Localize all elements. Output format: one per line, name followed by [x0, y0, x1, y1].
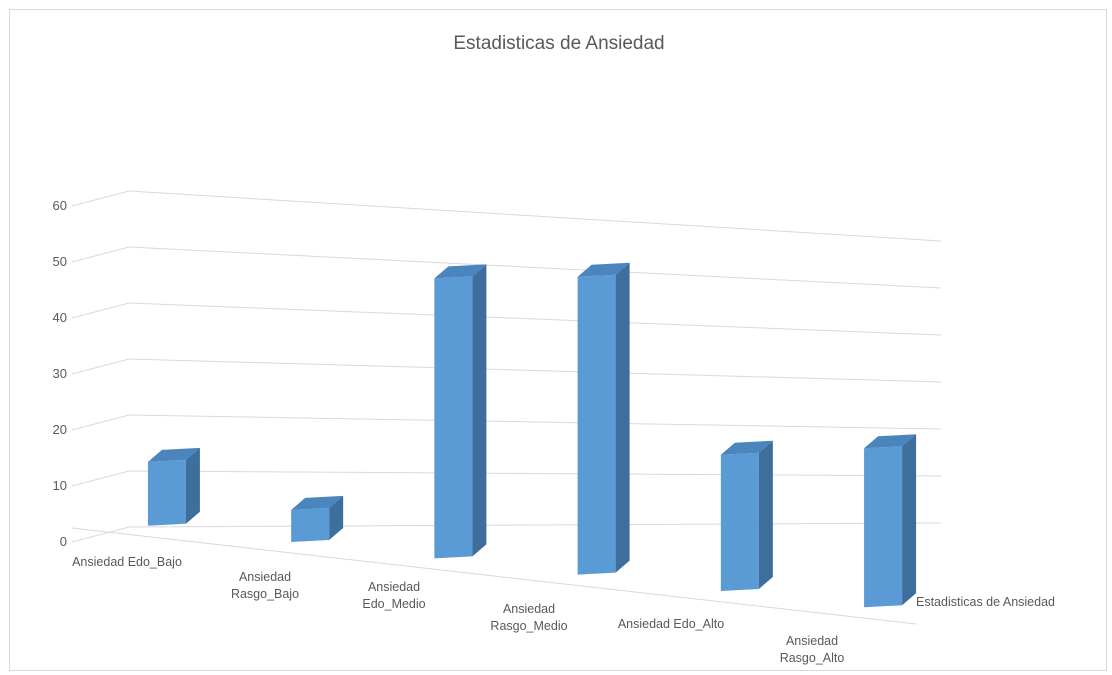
bar-front: [434, 276, 473, 559]
bar-top: [291, 495, 344, 510]
bar-top: [434, 264, 487, 279]
bar: [577, 262, 630, 575]
chart-title: Estadisticas de Ansiedad: [453, 33, 664, 54]
category-label-line: Ansiedad: [239, 570, 291, 584]
category-label-line: Ansiedad: [786, 634, 838, 648]
gridlines: [71, 190, 942, 625]
category-label-line: Rasgo_Medio: [490, 619, 567, 633]
gridline-stub: [71, 470, 130, 487]
floor-edge: [71, 527, 917, 625]
bar-front: [291, 507, 330, 543]
bars: [147, 262, 917, 608]
category-label-line: Rasgo_Bajo: [231, 587, 299, 601]
gridline: [128, 190, 942, 242]
bar-front: [147, 459, 186, 526]
category-label: Ansiedad Edo_Medio: [362, 580, 425, 611]
bar-chart-3d: Estadisticas de Ansiedad 0 10 20 30 40 50 60 A…: [53, 33, 1055, 665]
bar-front: [577, 274, 616, 575]
category-label: Ansiedad Edo_Alto: [618, 617, 724, 631]
gridline: [128, 302, 942, 336]
chart-area: Estadisticas de Ansiedad 0 10 20 30 40 50 60 A…: [9, 9, 1107, 671]
category-label: Ansiedad Rasgo_Medio: [490, 602, 567, 633]
y-tick-label: 10: [53, 478, 67, 493]
gridline: [128, 358, 942, 383]
gridline: [128, 522, 942, 528]
gridline: [128, 246, 942, 289]
category-label: Ansiedad Edo_Bajo: [72, 555, 182, 569]
bar-top: [720, 440, 773, 455]
gridline-stub: [71, 358, 130, 375]
y-tick-label: 20: [53, 422, 67, 437]
category-label-line: Ansiedad Edo_Bajo: [72, 555, 182, 569]
bar: [864, 434, 917, 608]
bar-side: [329, 495, 344, 541]
y-tick-label: 50: [53, 254, 67, 269]
bar-side: [472, 264, 487, 557]
category-label: Ansiedad Rasgo_Bajo: [231, 570, 299, 601]
series-axis-label: Estadisticas de Ansiedad: [916, 595, 1055, 609]
category-label-line: Ansiedad: [503, 602, 555, 616]
gridline: [128, 470, 942, 477]
bar-side: [902, 434, 917, 606]
category-label-line: Edo_Medio: [362, 597, 425, 611]
bar-front: [864, 446, 903, 608]
bar-top: [864, 434, 917, 449]
category-label-line: Ansiedad Edo_Alto: [618, 617, 724, 631]
gridline-stub: [71, 302, 130, 319]
gridline-stub: [71, 526, 130, 543]
bar-front: [720, 452, 759, 591]
y-tick-label: 60: [53, 198, 67, 213]
bar: [291, 495, 344, 543]
y-tick-label: 40: [53, 310, 67, 325]
bar: [434, 264, 487, 559]
y-tick-label: 30: [53, 366, 67, 381]
category-label-line: Rasgo_Alto: [780, 651, 845, 665]
category-label-line: Ansiedad: [368, 580, 420, 594]
bar-side: [758, 440, 773, 589]
category-label: Ansiedad Rasgo_Alto: [780, 634, 845, 665]
gridline-stub: [71, 190, 130, 207]
y-tick-label: 0: [60, 534, 67, 549]
bar: [720, 440, 773, 591]
gridline-stub: [71, 246, 130, 263]
gridline-stub: [71, 414, 130, 431]
bar: [147, 447, 200, 526]
bar-side: [615, 262, 630, 573]
y-axis: 0 10 20 30 40 50 60: [53, 198, 67, 549]
bar-top: [577, 262, 630, 277]
bar-side: [185, 447, 200, 524]
bar-top: [147, 447, 200, 462]
gridline: [128, 414, 942, 430]
